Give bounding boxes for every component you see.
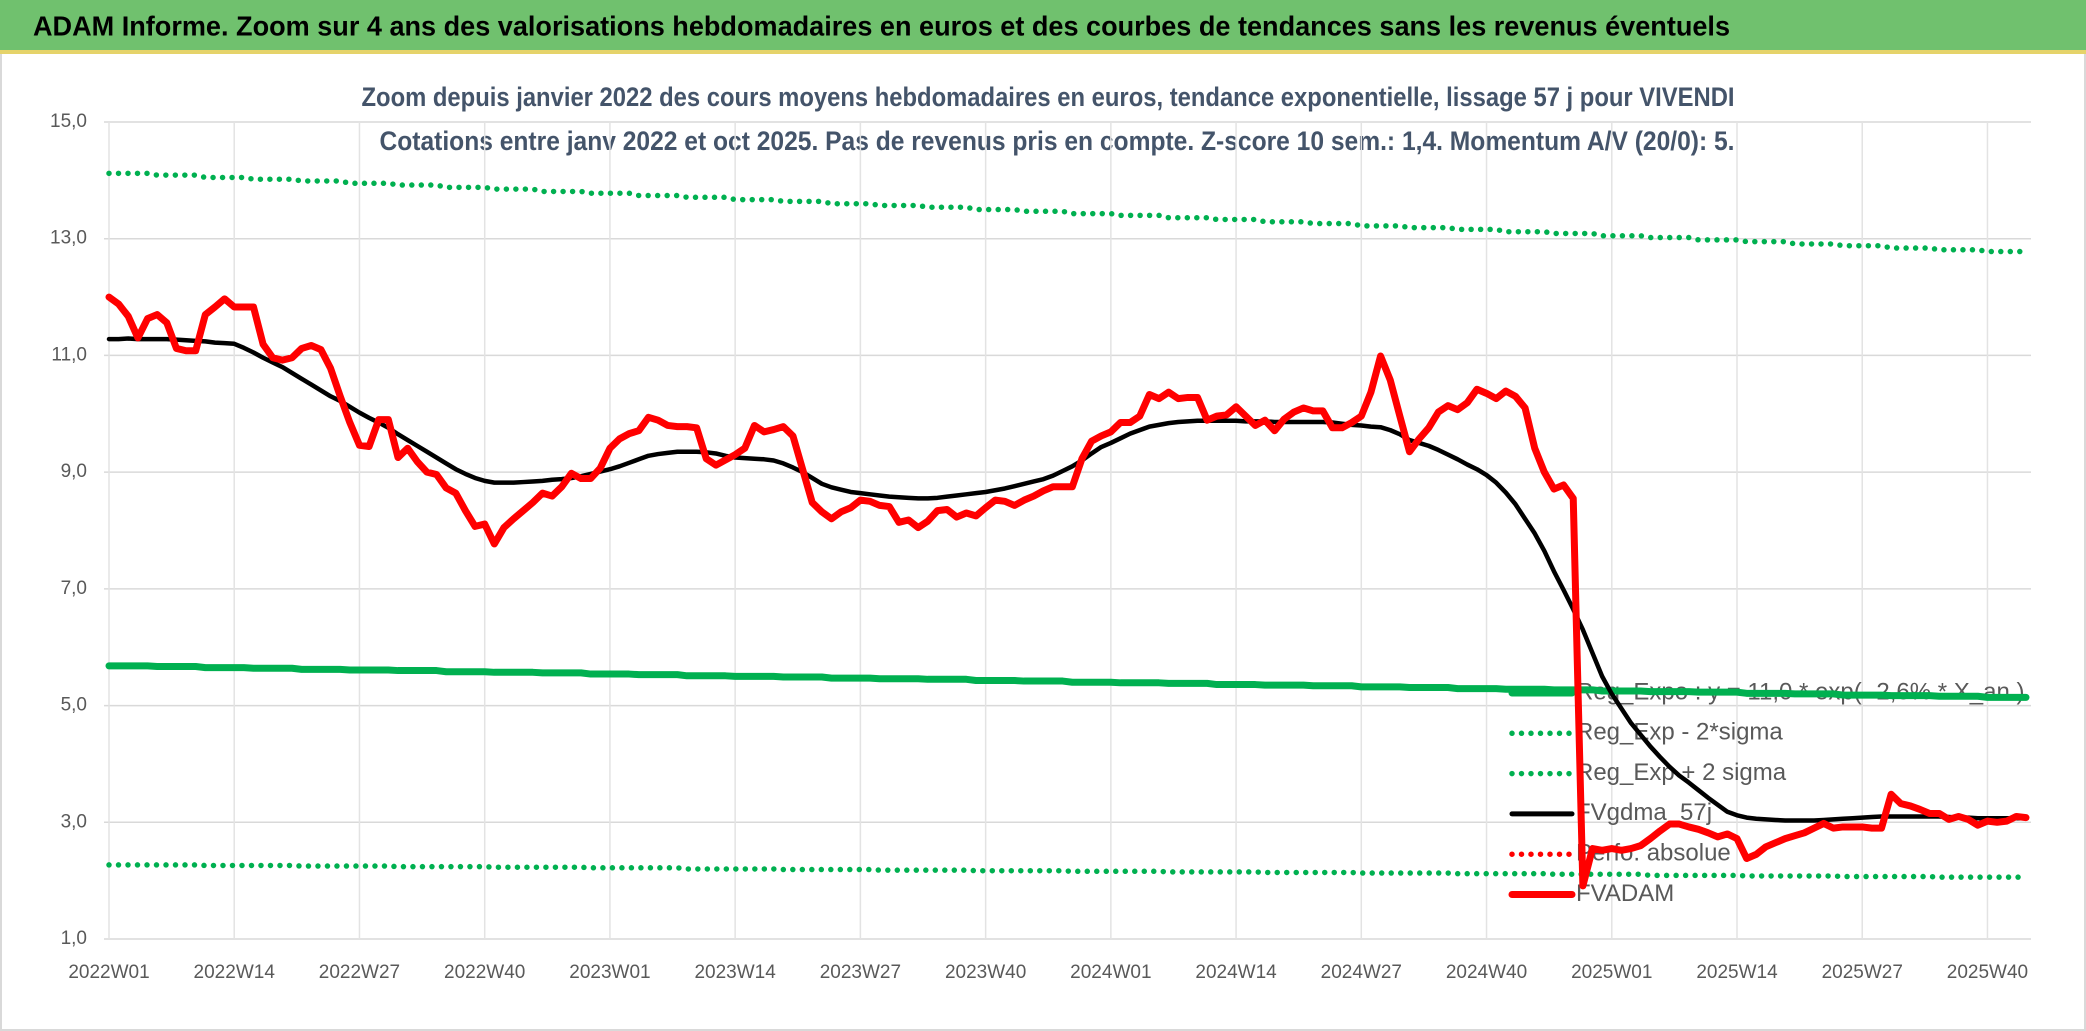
series-line [105,293,2030,890]
series-line [106,862,2029,880]
x-tick-label: 2024W14 [1195,962,1277,983]
x-tick-label: 2022W27 [319,962,400,983]
x-tick-label: 2023W01 [569,962,650,983]
chart-title: Zoom depuis janvier 2022 des cours moyen… [362,82,1735,112]
x-tick-label: 2025W40 [1947,962,2028,983]
series-line [106,336,2029,823]
chart-subtitle: Cotations entre janv 2022 et oct 2025. P… [380,126,1735,156]
x-tick-label: 2024W40 [1446,962,1527,983]
x-tick-label: 2022W40 [444,962,525,983]
x-tick-label: 2022W14 [194,962,276,983]
legend-label: Reg_Exp - 2*sigma [1576,719,1783,746]
x-tick-label: 2024W01 [1070,962,1151,983]
y-tick-label: 7,0 [61,578,87,599]
x-tick-label: 2025W01 [1571,962,1652,983]
y-tick-label: 1,0 [61,928,87,949]
y-tick-label: 3,0 [61,811,87,832]
x-tick-label: 2025W27 [1822,962,1903,983]
y-tick-label: 13,0 [50,228,87,249]
plot [105,170,2030,890]
x-tick-label: 2024W27 [1321,962,1402,983]
series-line [106,170,2029,255]
header-bar [0,0,2086,53]
legend-label: FVgdma_57j [1576,799,1712,826]
y-tick-label: 11,0 [51,344,87,365]
y-tick-label: 9,0 [61,461,87,482]
grid: 1,0 3,0 5,0 7,0 9,0 11,0 13,0 15,0 2022W01 2022W1… [50,111,2031,983]
y-tick-label: 5,0 [61,695,87,716]
x-tick-label: 2025W14 [1696,962,1778,983]
x-tick-label: 2022W01 [68,962,149,983]
header-edge [0,50,2086,54]
legend-label: FVADAM [1576,880,1674,907]
x-tick-label: 2023W14 [694,962,776,983]
x-tick-label: 2023W40 [945,962,1026,983]
x-tick-label: 2023W27 [820,962,901,983]
page-title: ADAM Informe. Zoom sur 4 ans des valoris… [33,10,1730,41]
y-tick-label: 15,0 [50,111,87,132]
legend-label: Reg_Exp + 2 sigma [1576,759,1787,786]
series-line [105,662,2030,701]
